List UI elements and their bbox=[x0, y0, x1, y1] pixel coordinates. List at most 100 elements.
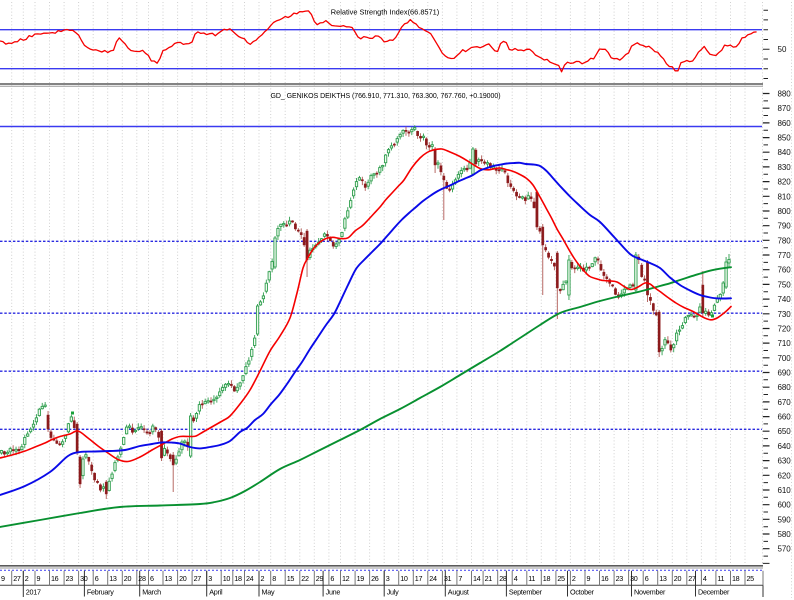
svg-text:23: 23 bbox=[616, 574, 624, 583]
svg-text:September: September bbox=[509, 588, 543, 597]
svg-text:29: 29 bbox=[316, 574, 324, 583]
svg-text:12: 12 bbox=[342, 574, 350, 583]
svg-text:680: 680 bbox=[778, 383, 792, 392]
svg-text:13: 13 bbox=[165, 574, 173, 583]
svg-text:June: June bbox=[326, 588, 341, 597]
svg-text:30: 30 bbox=[630, 574, 638, 583]
svg-text:11: 11 bbox=[717, 574, 724, 583]
svg-text:2: 2 bbox=[572, 574, 576, 583]
svg-text:13: 13 bbox=[109, 574, 117, 583]
svg-text:18: 18 bbox=[543, 574, 551, 583]
svg-text:3: 3 bbox=[208, 574, 212, 583]
svg-text:April: April bbox=[209, 588, 223, 597]
svg-text:11: 11 bbox=[528, 574, 535, 583]
svg-text:Relative Strength Index(66.857: Relative Strength Index(66.8571) bbox=[331, 8, 439, 17]
svg-text:770: 770 bbox=[778, 251, 792, 260]
svg-text:25: 25 bbox=[557, 574, 565, 583]
svg-text:27: 27 bbox=[13, 574, 21, 583]
svg-text:18: 18 bbox=[732, 574, 740, 583]
svg-text:6: 6 bbox=[645, 574, 649, 583]
svg-text:16: 16 bbox=[601, 574, 609, 583]
svg-text:13: 13 bbox=[659, 574, 667, 583]
svg-text:850: 850 bbox=[778, 134, 792, 143]
svg-text:9: 9 bbox=[1, 574, 5, 583]
svg-text:31: 31 bbox=[444, 574, 452, 583]
svg-text:730: 730 bbox=[778, 310, 792, 319]
svg-text:830: 830 bbox=[778, 163, 792, 172]
svg-text:19: 19 bbox=[357, 574, 365, 583]
svg-text:20: 20 bbox=[674, 574, 682, 583]
svg-text:2: 2 bbox=[261, 574, 265, 583]
svg-text:9: 9 bbox=[587, 574, 591, 583]
svg-text:670: 670 bbox=[778, 398, 792, 407]
svg-text:800: 800 bbox=[778, 207, 792, 216]
svg-text:2: 2 bbox=[25, 574, 29, 583]
svg-text:660: 660 bbox=[778, 413, 792, 422]
svg-text:820: 820 bbox=[778, 178, 792, 187]
svg-text:15: 15 bbox=[287, 574, 295, 583]
svg-text:9: 9 bbox=[37, 574, 41, 583]
svg-text:27: 27 bbox=[688, 574, 696, 583]
svg-text:20: 20 bbox=[179, 574, 187, 583]
svg-text:14: 14 bbox=[473, 574, 481, 583]
svg-text:870: 870 bbox=[778, 104, 792, 113]
svg-text:February: February bbox=[87, 588, 114, 597]
svg-text:July: July bbox=[387, 588, 399, 597]
svg-text:810: 810 bbox=[778, 192, 792, 201]
svg-text:24: 24 bbox=[246, 574, 254, 583]
svg-text:6: 6 bbox=[150, 574, 154, 583]
svg-text:December: December bbox=[698, 588, 730, 597]
svg-text:720: 720 bbox=[778, 325, 792, 334]
svg-text:28: 28 bbox=[499, 574, 507, 583]
svg-text:6: 6 bbox=[95, 574, 99, 583]
svg-text:October: October bbox=[570, 588, 595, 597]
svg-text:620: 620 bbox=[778, 471, 792, 480]
svg-text:880: 880 bbox=[778, 90, 792, 99]
svg-text:740: 740 bbox=[778, 295, 792, 304]
svg-text:4: 4 bbox=[514, 574, 518, 583]
svg-text:May: May bbox=[262, 588, 275, 597]
svg-text:24: 24 bbox=[429, 574, 437, 583]
svg-text:710: 710 bbox=[778, 339, 792, 348]
svg-text:840: 840 bbox=[778, 148, 792, 157]
svg-text:22: 22 bbox=[301, 574, 309, 583]
svg-text:10: 10 bbox=[400, 574, 408, 583]
svg-text:GD_ GENIKOS DEIKTHS (766.910,: GD_ GENIKOS DEIKTHS (766.910, 771.310, 7… bbox=[271, 93, 501, 100]
svg-text:610: 610 bbox=[778, 486, 792, 495]
svg-text:17: 17 bbox=[415, 574, 423, 583]
svg-text:780: 780 bbox=[778, 236, 792, 245]
svg-text:30: 30 bbox=[80, 574, 88, 583]
svg-text:23: 23 bbox=[66, 574, 74, 583]
svg-text:630: 630 bbox=[778, 457, 792, 466]
svg-text:650: 650 bbox=[778, 427, 792, 436]
svg-text:10: 10 bbox=[223, 574, 231, 583]
svg-text:21: 21 bbox=[485, 574, 493, 583]
svg-text:March: March bbox=[142, 588, 161, 597]
svg-text:8: 8 bbox=[272, 574, 276, 583]
svg-text:August: August bbox=[448, 588, 469, 597]
svg-text:November: November bbox=[634, 588, 666, 597]
svg-text:700: 700 bbox=[778, 354, 792, 363]
svg-text:28: 28 bbox=[138, 574, 146, 583]
svg-text:50: 50 bbox=[778, 45, 787, 54]
svg-text:640: 640 bbox=[778, 442, 792, 451]
svg-text:2017: 2017 bbox=[26, 588, 41, 597]
svg-text:690: 690 bbox=[778, 369, 792, 378]
svg-text:750: 750 bbox=[778, 280, 792, 289]
svg-text:26: 26 bbox=[371, 574, 379, 583]
svg-text:760: 760 bbox=[778, 266, 792, 275]
svg-text:580: 580 bbox=[778, 530, 792, 539]
svg-text:860: 860 bbox=[778, 119, 792, 128]
svg-text:3: 3 bbox=[386, 574, 390, 583]
svg-text:20: 20 bbox=[124, 574, 132, 583]
svg-text:18: 18 bbox=[234, 574, 242, 583]
svg-text:6: 6 bbox=[330, 574, 334, 583]
svg-text:790: 790 bbox=[778, 222, 792, 231]
svg-text:570: 570 bbox=[778, 545, 792, 554]
svg-text:590: 590 bbox=[778, 515, 792, 524]
svg-text:4: 4 bbox=[703, 574, 707, 583]
svg-text:600: 600 bbox=[778, 501, 792, 510]
svg-text:27: 27 bbox=[194, 574, 202, 583]
svg-text:16: 16 bbox=[51, 574, 59, 583]
svg-text:7: 7 bbox=[458, 574, 462, 583]
